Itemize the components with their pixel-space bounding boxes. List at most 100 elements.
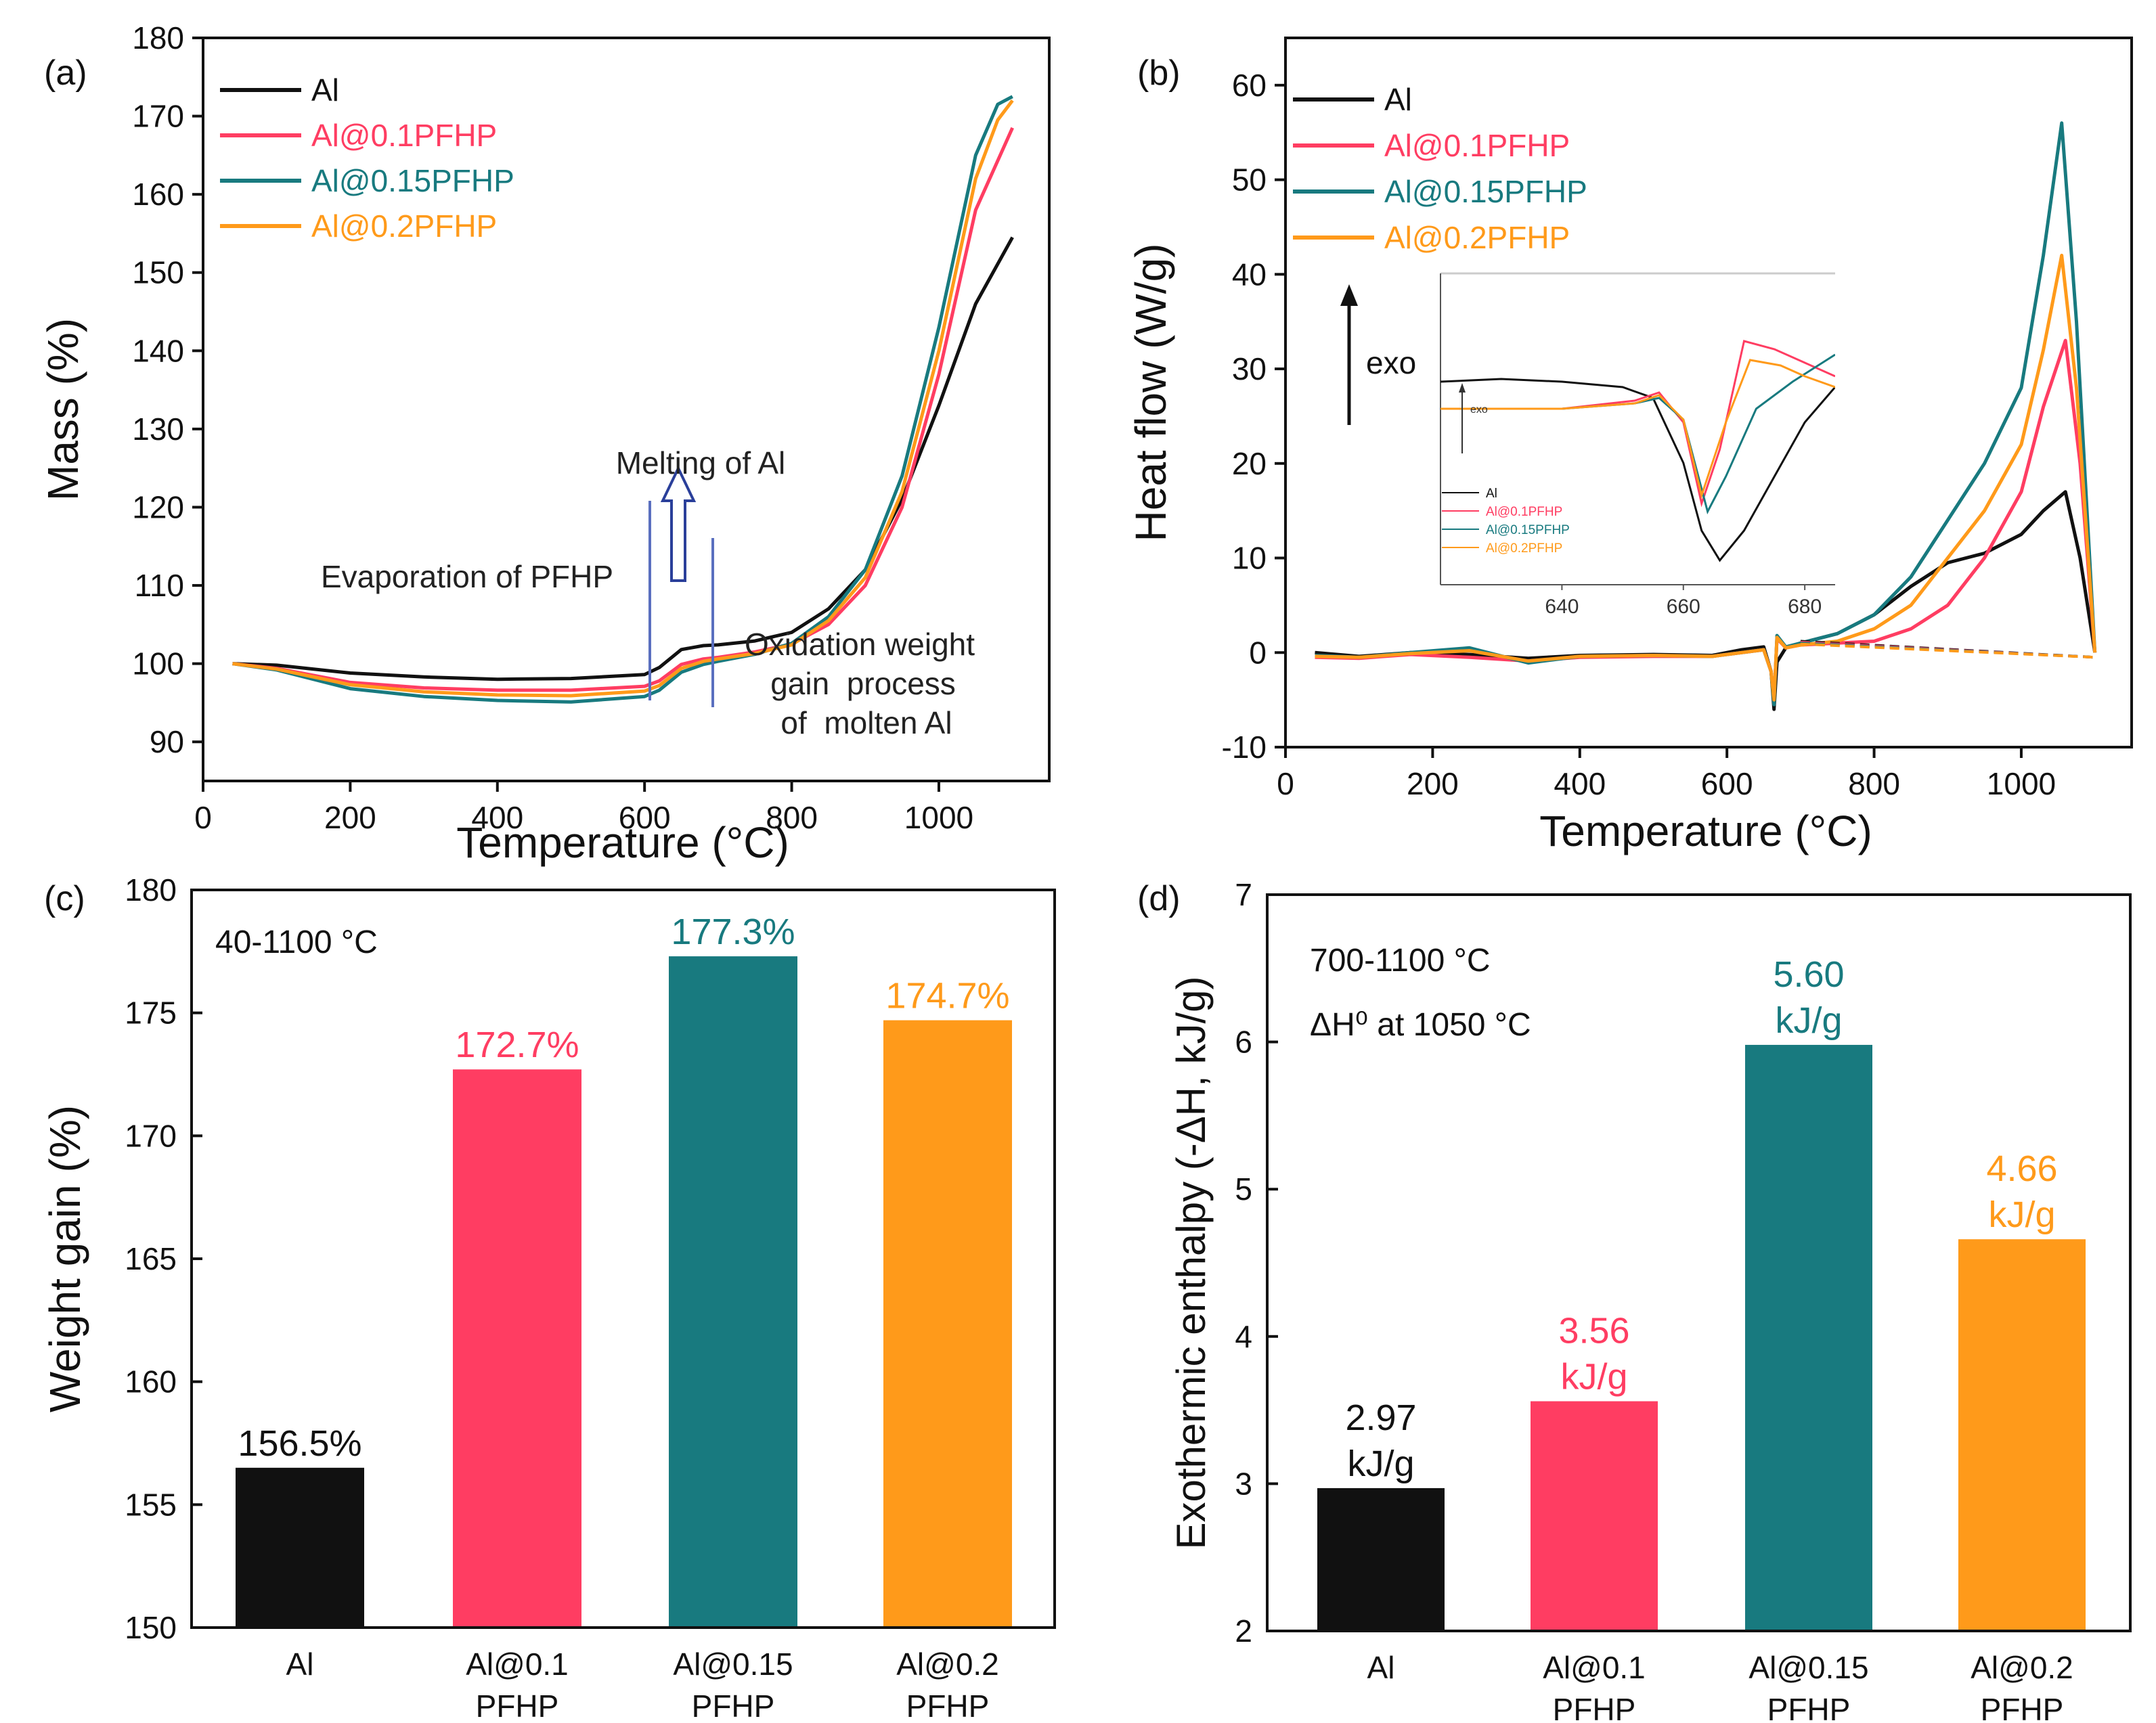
inset-legend: Al Al@0.1PFHP Al@0.15PFHP Al@0.2PFHP bbox=[1442, 487, 1570, 556]
legend-label-al-0-15pfhp-b: Al@0.15PFHP bbox=[1384, 174, 1587, 209]
data-label-al-0-2pfhp-c: 174.7% bbox=[885, 976, 1009, 1016]
x-tick-label-a: 600 bbox=[619, 800, 671, 835]
inset-legend-label-al-0-2pfhp: Al@0.2PFHP bbox=[1486, 541, 1562, 556]
bar-al-d bbox=[1317, 1487, 1445, 1631]
panel-b-inset: 640 660 680 exo Al Al@0.1PFHP Al@0.15PFHP Al@… bbox=[1440, 272, 1835, 618]
y-tick-label-c: 155 bbox=[125, 1487, 177, 1522]
legend-label-al-0-2pfhp-a: Al@0.2PFHP bbox=[311, 208, 497, 244]
inset-exo-arrowhead-icon bbox=[1459, 383, 1466, 393]
inset-lines bbox=[1440, 340, 1835, 562]
x-tick-label-c: PFHP bbox=[906, 1688, 990, 1723]
panel-b-ylabel: Heat flow (W/g) bbox=[1126, 244, 1175, 542]
panel-c-bars bbox=[236, 956, 1012, 1628]
melting-arrow-icon bbox=[660, 465, 697, 582]
y-tick-label-d: 6 bbox=[1235, 1025, 1252, 1060]
y-tick-label-b: 50 bbox=[1232, 162, 1267, 198]
panel-b-label: (b) bbox=[1137, 53, 1181, 93]
x-tick-label-b: 200 bbox=[1407, 766, 1459, 801]
series-line-al-0-15pfhp-b bbox=[1315, 121, 2097, 707]
y-tick-label-c: 160 bbox=[125, 1364, 177, 1400]
x-tick-label-b: 800 bbox=[1848, 766, 1900, 801]
inset-legend-label-al-0-1pfhp: Al@0.1PFHP bbox=[1486, 505, 1562, 519]
annotation-melting: Melting of Al bbox=[616, 445, 786, 480]
panel-c-annotation: 40-1100 °C bbox=[215, 924, 378, 960]
annotation-evaporation: Evaporation of PFHP bbox=[321, 559, 613, 594]
y-tick-label-b: 40 bbox=[1232, 256, 1267, 292]
panel-a-xticks: 0 200 400 600 800 1000 bbox=[194, 781, 973, 835]
inset-legend-label-al: Al bbox=[1486, 487, 1497, 501]
y-tick-label-b: 10 bbox=[1232, 541, 1267, 576]
panel-d-ylabel: Exothermic enthalpy (-ΔH, kJ/g) bbox=[1168, 976, 1214, 1549]
series-line-al-b bbox=[1315, 490, 2097, 711]
y-tick-label-a: 160 bbox=[132, 177, 184, 212]
y-tick-label-c: 150 bbox=[125, 1610, 177, 1645]
y-tick-label-a: 180 bbox=[132, 20, 184, 55]
baseline-dashed-al-0-15pfhp bbox=[1800, 642, 2095, 659]
panel-b-xlabel: Temperature (°C) bbox=[1539, 807, 1872, 855]
panel-c-ylabel: Weight gain (%) bbox=[41, 1105, 89, 1412]
panel-d: (d) 2 3 4 5 6 7 Al Al@0.1 PFHP Al@0.15 PFHP Al@0.2… bbox=[1137, 877, 2132, 1723]
x-tick-label-d: PFHP bbox=[1553, 1692, 1636, 1723]
x-tick-label-d: Al bbox=[1367, 1650, 1395, 1685]
x-tick-label-c: PFHP bbox=[692, 1688, 775, 1723]
bar-al-0-2pfhp-c bbox=[883, 1020, 1012, 1628]
data-label-al-d: 2.97 bbox=[1345, 1397, 1416, 1438]
x-tick-label-d: Al@0.2 bbox=[1971, 1650, 2073, 1685]
inset-x-tick-label: 640 bbox=[1545, 596, 1579, 618]
y-tick-label-a: 100 bbox=[132, 646, 184, 681]
data-label-al-0-15pfhp-d: 5.60 bbox=[1773, 954, 1844, 995]
y-tick-label-b: 60 bbox=[1232, 68, 1267, 103]
x-tick-label-b: 1000 bbox=[1987, 766, 2056, 801]
panel-d-yticks: 2 3 4 5 6 7 bbox=[1235, 877, 1278, 1649]
inset-line-al bbox=[1440, 378, 1835, 562]
series-line-al-0-15pfhp-a bbox=[232, 95, 1013, 704]
inset-x-tick-label: 660 bbox=[1667, 596, 1700, 618]
bar-al-c bbox=[236, 1467, 364, 1628]
baseline-dashed-al-0-2pfhp bbox=[1800, 642, 2095, 659]
x-tick-label-a: 200 bbox=[324, 800, 376, 835]
panel-c-yticks: 150 155 160 165 170 175 180 bbox=[125, 872, 202, 1645]
bar-al-0-1pfhp-c bbox=[453, 1069, 581, 1628]
y-tick-label-b: 30 bbox=[1232, 351, 1267, 386]
y-tick-label-d: 4 bbox=[1235, 1319, 1252, 1354]
series-line-al-0-1pfhp-a bbox=[232, 127, 1014, 692]
x-tick-label-d: Al@0.15 bbox=[1748, 1650, 1868, 1685]
bar-al-0-2pfhp-d bbox=[1958, 1239, 2086, 1631]
x-tick-label-c: Al@0.2 bbox=[896, 1647, 999, 1682]
panel-b-lines bbox=[1315, 121, 2097, 711]
panel-b-baselines bbox=[1800, 640, 2095, 659]
exo-label: exo bbox=[1366, 345, 1416, 380]
data-label-al-d: kJ/g bbox=[1347, 1444, 1414, 1484]
inset-legend-label-al-0-15pfhp: Al@0.15PFHP bbox=[1486, 523, 1570, 537]
x-tick-label-a: 800 bbox=[766, 800, 818, 835]
y-tick-label-a: 150 bbox=[132, 255, 184, 290]
exo-arrowhead-icon bbox=[1340, 284, 1358, 306]
panel-b-xticks: 0 200 400 600 800 1000 bbox=[1277, 747, 2056, 801]
panel-b-legend: Al Al@0.1PFHP Al@0.15PFHP Al@0.2PFHP bbox=[1293, 82, 1587, 255]
data-label-al-0-15pfhp-d: kJ/g bbox=[1775, 1000, 1842, 1041]
panel-a-lines bbox=[232, 95, 1014, 704]
data-label-al-0-1pfhp-d: 3.56 bbox=[1558, 1311, 1629, 1351]
panel-c-datalabels: 156.5% 172.7% 177.3% 174.7% bbox=[238, 912, 1009, 1464]
data-label-al-0-1pfhp-d: kJ/g bbox=[1560, 1357, 1627, 1397]
inset-line-al-0-1pfhp bbox=[1440, 340, 1835, 508]
annotation-oxidation-1: Oxidation weight bbox=[745, 627, 975, 662]
x-tick-label-c: PFHP bbox=[476, 1688, 559, 1723]
x-tick-label-a: 0 bbox=[194, 800, 212, 835]
panel-b: (b) 0 200 400 600 800 1000 -10 0 10 20 30 40 50 60 T… bbox=[1126, 37, 2133, 855]
panel-a: (a) 0 200 400 600 800 1000 90 100 110 120 130 140 1… bbox=[39, 20, 1051, 867]
bar-al-0-15pfhp-d bbox=[1745, 1044, 1872, 1631]
x-tick-label-d: PFHP bbox=[1767, 1692, 1851, 1723]
x-tick-label-b: 0 bbox=[1277, 766, 1294, 801]
x-tick-label-c: Al@0.15 bbox=[673, 1647, 793, 1682]
y-tick-label-a: 130 bbox=[132, 411, 184, 447]
panel-b-yticks: -10 0 10 20 30 40 50 60 bbox=[1222, 68, 1285, 765]
y-tick-label-a: 110 bbox=[135, 568, 184, 603]
panel-a-legend: Al Al@0.1PFHP Al@0.15PFHP Al@0.2PFHP bbox=[220, 72, 514, 244]
y-tick-label-a: 140 bbox=[132, 333, 184, 368]
panel-a-xlabel: Temperature (°C) bbox=[456, 818, 789, 867]
inset-exo-label: exo bbox=[1470, 404, 1488, 416]
panel-a-label: (a) bbox=[44, 53, 87, 93]
